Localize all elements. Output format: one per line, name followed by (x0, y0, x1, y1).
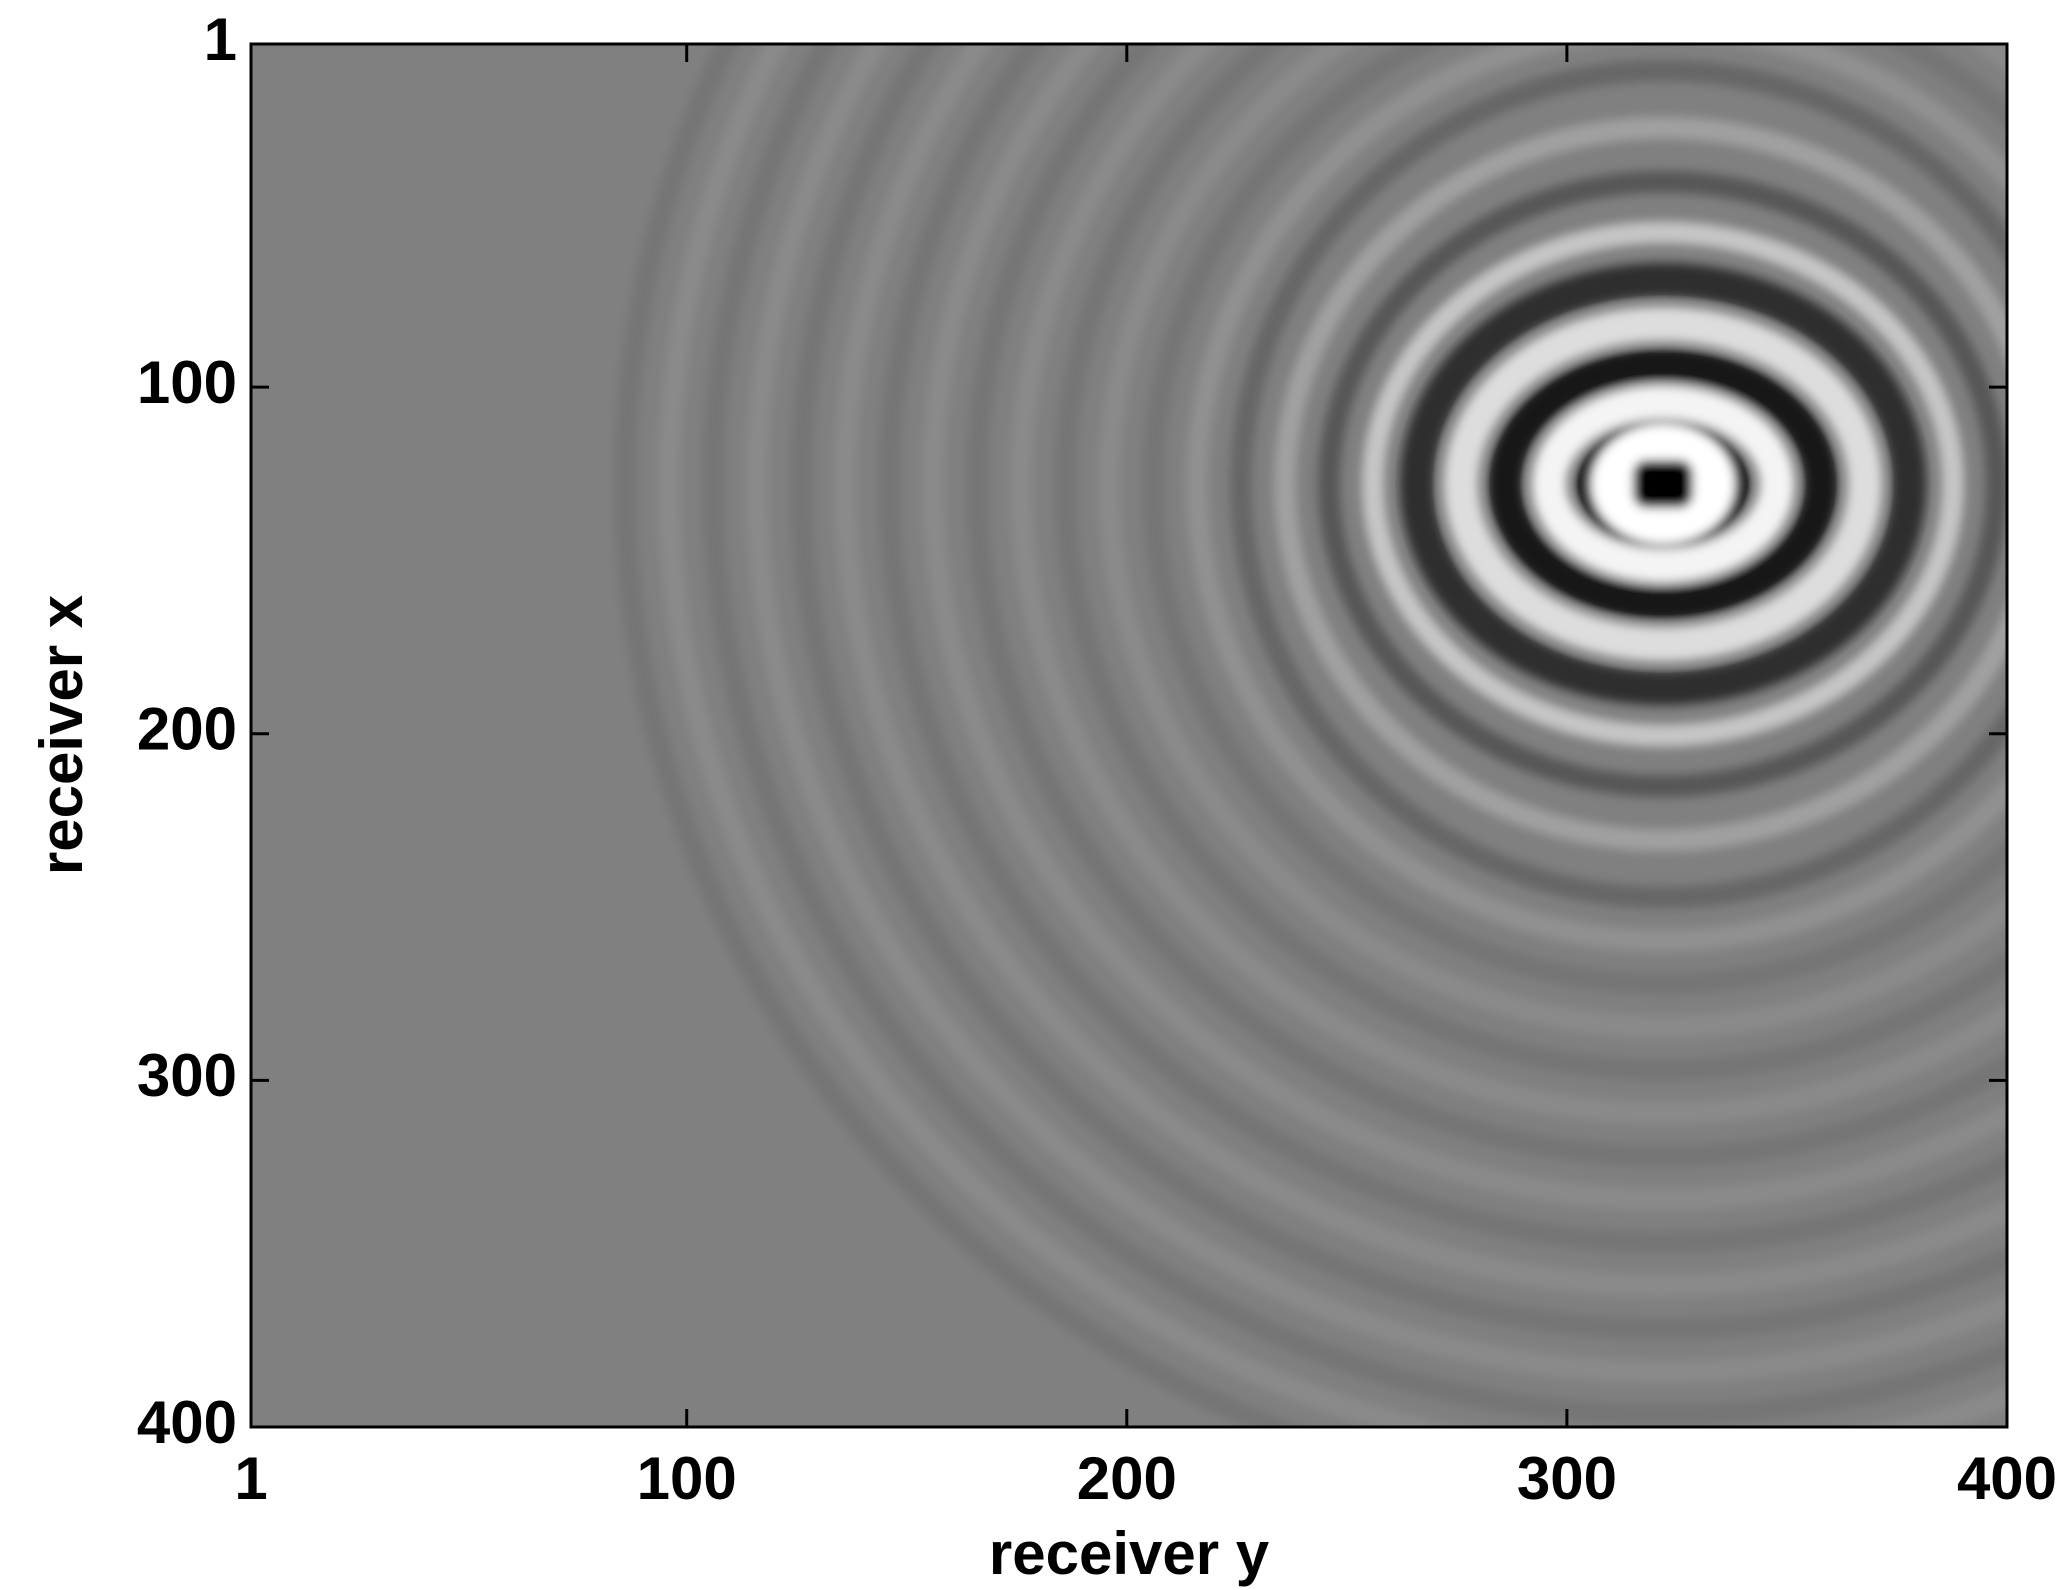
wave-ring (966, 44, 2007, 1168)
wave-ring (922, 44, 2007, 1211)
x-tick-label: 200 (1077, 1445, 1177, 1512)
x-tick-label: 300 (1517, 1445, 1617, 1512)
wave-ring (1400, 262, 1926, 706)
wave-ring (878, 44, 2007, 1254)
x-tick-label: 100 (637, 1445, 737, 1512)
wave-ring (658, 44, 2007, 1427)
wave-ring (1010, 44, 2007, 1124)
y-axis-label: receiver x (28, 595, 95, 875)
y-tick-label: 400 (137, 1389, 237, 1456)
wave-ring (1274, 116, 2007, 852)
x-tick-label: 400 (1957, 1445, 2057, 1512)
wave-ring (702, 44, 2007, 1426)
wave-ring (1444, 306, 1882, 662)
wave-ring (614, 44, 1306, 1427)
y-tick-label: 100 (137, 349, 237, 416)
wave-ring (834, 44, 2007, 1297)
y-tick-label: 300 (137, 1042, 237, 1109)
wave-ring (790, 44, 2007, 1340)
wave-ring (1186, 44, 2007, 952)
wave-ring (1098, 44, 2007, 1038)
wave-ring (1318, 170, 2007, 798)
x-axis-label: receiver y (989, 1520, 1270, 1587)
y-tick-label: 200 (137, 696, 237, 763)
wave-ring (1362, 221, 1964, 747)
wave-ring (1054, 44, 2007, 1081)
wave-ring (746, 44, 2007, 1383)
wave-source (1633, 460, 1693, 508)
y-tick-label: 1 (204, 6, 237, 73)
x-tick-label: 1 (234, 1445, 267, 1512)
wavefield (614, 44, 2007, 1427)
wave-ring (1142, 44, 2007, 995)
wave-ring (1488, 347, 1838, 621)
plot-frame (249, 42, 2009, 1429)
wave-ring (1532, 385, 1794, 583)
wave-ring (1230, 59, 2007, 909)
